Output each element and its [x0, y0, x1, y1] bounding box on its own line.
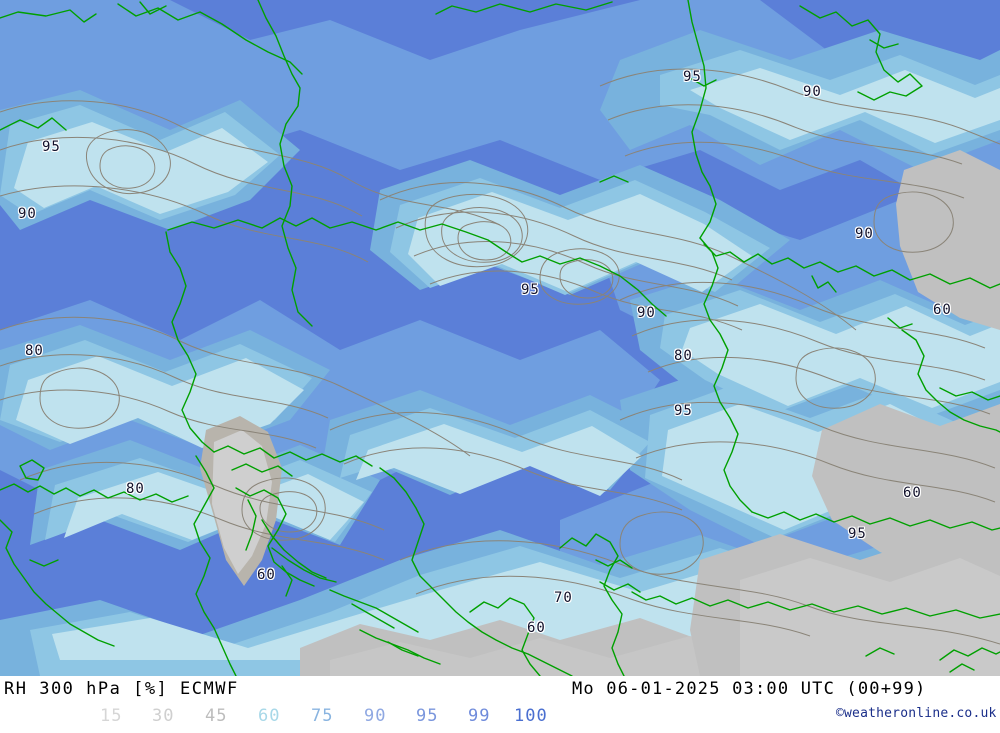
- contour-label: 90: [855, 226, 874, 242]
- contour-label: 80: [674, 348, 693, 364]
- legend-tick-95: 95: [416, 706, 439, 726]
- map-title: RH 300 hPa [%] ECMWF: [4, 679, 239, 699]
- map-canvas[interactable]: 95 90 95 90 90 95 90 60 80 80 95 80 60 9…: [0, 0, 1000, 676]
- legend-tick-90: 90: [364, 706, 387, 726]
- legend-tick-100: 100: [514, 706, 548, 726]
- color-scale-legend: 15 30 45 60 75 90 95 99 100: [100, 706, 547, 730]
- contour-label: 70: [554, 590, 573, 606]
- contour-label: 60: [903, 485, 922, 501]
- legend-tick-30: 30: [152, 706, 175, 726]
- contour-label: 95: [521, 282, 540, 298]
- country-borders: [0, 0, 1000, 676]
- contour-lines: [0, 68, 1000, 645]
- legend-tick-45: 45: [205, 706, 228, 726]
- contour-label: 60: [933, 302, 952, 318]
- contour-label: 90: [18, 206, 37, 222]
- legend-tick-75: 75: [311, 706, 334, 726]
- rh-field-svg: [0, 0, 1000, 676]
- contour-label: 60: [527, 620, 546, 636]
- contour-label: 95: [42, 139, 61, 155]
- contour-label: 95: [674, 403, 693, 419]
- copyright-notice: ©weatheronline.co.uk: [836, 706, 997, 721]
- contour-label: 95: [683, 69, 702, 85]
- legend-tick-99: 99: [468, 706, 491, 726]
- contour-label: 95: [848, 526, 867, 542]
- fill-layer: [0, 0, 1000, 676]
- contour-label: 90: [637, 305, 656, 321]
- legend-tick-60: 60: [258, 706, 281, 726]
- contour-label: 80: [25, 343, 44, 359]
- map-footer: RH 300 hPa [%] ECMWF Mo 06-01-2025 03:00…: [0, 676, 1000, 733]
- run-datetime: Mo 06-01-2025 03:00 UTC (00+99): [572, 679, 927, 699]
- legend-tick-15: 15: [100, 706, 123, 726]
- contour-label: 90: [803, 84, 822, 100]
- contour-label: 60: [257, 567, 276, 583]
- contour-label: 80: [126, 481, 145, 497]
